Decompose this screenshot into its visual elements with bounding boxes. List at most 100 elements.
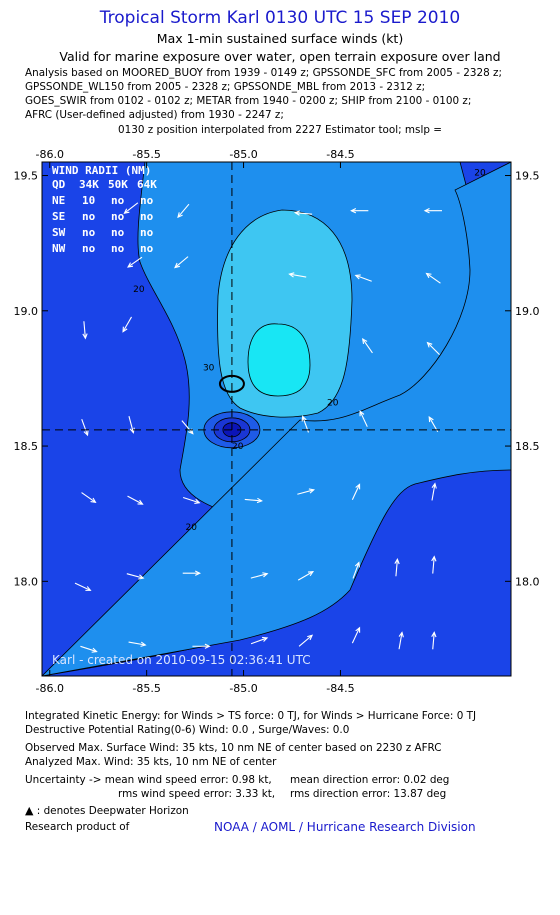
- wind-vector-arrow: [177, 203, 190, 219]
- contour-label: 20: [474, 169, 486, 179]
- x-tick-label-bottom: -85.0: [229, 682, 257, 695]
- valid-for-note: Valid for marine exposure over water, op…: [59, 49, 501, 64]
- wind-radii-ne-34k: 10: [82, 194, 95, 207]
- wind-vector-arrow: [288, 272, 307, 278]
- source-line-4: AFRC (User-defined adjusted) from 1930 -…: [25, 109, 284, 121]
- research-label: Research product of: [25, 821, 130, 833]
- wind-level-above-35-region: [247, 323, 311, 397]
- x-tick-label-top: -85.0: [229, 148, 257, 161]
- deepwater-legend-text: : denotes Deepwater Horizon: [36, 805, 189, 817]
- wind-radii-ne-50k: no: [111, 194, 125, 207]
- wind-level-20-30-core: [42, 162, 511, 676]
- wind-vector-arrow: [297, 571, 315, 581]
- wind-vector-arrow: [81, 418, 89, 437]
- wind-vector-arrow: [250, 636, 269, 645]
- x-tick-label-top: -85.5: [132, 148, 160, 161]
- wind-vector-arrow: [431, 555, 437, 574]
- wind-radii-sw-34k: no: [82, 226, 96, 239]
- wind-vector-arrow: [425, 272, 441, 284]
- wind-vector-arrow: [351, 483, 361, 500]
- wind-vector-arrow: [122, 316, 132, 333]
- deepwater-horizon-icon: ▲: [25, 804, 34, 817]
- y-tick-label-left: 19.5: [14, 170, 39, 183]
- wind-radii-se-64k: no: [140, 210, 154, 223]
- observed-max-line: Observed Max. Surface Wind: 35 kts, 10 n…: [25, 742, 442, 754]
- wind-radii-header-qd: QD: [52, 178, 66, 191]
- wind-vector-arrow: [298, 634, 314, 647]
- wind-vector-arrow: [174, 256, 189, 269]
- wind-vector-arrow: [182, 570, 201, 576]
- wind-vector-arrow: [426, 341, 440, 356]
- contour-label: 30: [203, 363, 215, 373]
- wind-vector-arrow: [297, 488, 316, 495]
- source-line-2: GPSSONDE_WL150 from 2005 - 2328 z; GPSSO…: [25, 81, 426, 93]
- contour-label: 20: [133, 285, 145, 295]
- chart-subtitle: Max 1-min sustained surface winds (kt): [156, 31, 404, 46]
- wind-vector-arrow: [352, 561, 360, 579]
- wind-radii-se-label: SE: [52, 210, 65, 223]
- wind-vector-arrow: [423, 208, 442, 214]
- source-line-1: Analysis based on MOORED_BUOY from 1939 …: [25, 67, 502, 79]
- wind-vector-arrow: [127, 256, 143, 268]
- wind-vector-arrow: [127, 495, 144, 505]
- wind-vector-arrow: [128, 641, 147, 647]
- wind-radii-header-64k: 64K: [137, 178, 157, 191]
- wind-radii-nw-64k: no: [140, 242, 154, 255]
- wind-radii-sw-label: SW: [52, 226, 66, 239]
- wind-radii-header-34k: 34K: [79, 178, 99, 191]
- wind-vector-arrow: [431, 631, 437, 650]
- wind-vector-arrow: [431, 482, 437, 501]
- wind-vector-arrow: [428, 415, 439, 433]
- uncertainty-mean-speed: Uncertainty -> mean wind speed error: 0.…: [25, 774, 272, 786]
- ike-line: Integrated Kinetic Energy: for Winds > T…: [25, 710, 477, 722]
- plot-frame: [41, 161, 512, 677]
- wind-vector-arrow: [182, 497, 201, 505]
- y-tick-label-left: 18.5: [14, 440, 39, 453]
- y-tick-label-right: 18.0: [515, 575, 540, 588]
- dpr-line: Destructive Potential Rating(0-6) Wind: …: [25, 724, 350, 736]
- axis-layer: -86.0 -86.0 -85.5 -85.5 -85.0 -85.0 -84.5 -84.5…: [14, 148, 540, 695]
- x-tick-label-bottom: -85.5: [132, 682, 160, 695]
- wind-vector-arrow: [192, 643, 211, 649]
- wind-radii-nw-34k: no: [82, 242, 96, 255]
- wind-vector-arrow: [126, 573, 145, 580]
- wind-radii-header-50k: 50K: [108, 178, 128, 191]
- x-tick-label-bottom: -84.5: [326, 682, 354, 695]
- wind-radii-nw-label: NW: [52, 242, 66, 255]
- wind-field-map: 20 20 30 20 20 20 WIND RADII (NM) QD 34K 50K …: [14, 148, 540, 695]
- wind-vector-arrow: [354, 274, 372, 282]
- chart-title: Tropical Storm Karl 0130 UTC 15 SEP 2010: [99, 8, 461, 28]
- x-tick-label-top: -86.0: [36, 148, 64, 161]
- wind-radii-ne-64k: no: [140, 194, 154, 207]
- wind-vector-arrow: [350, 208, 369, 214]
- uncertainty-rms-speed: rms wind speed error: 3.33 kt,: [118, 788, 276, 800]
- wind-vector-arrow: [398, 631, 404, 650]
- created-label: Karl - created on 2010-09-15 02:36:41 UT…: [52, 653, 311, 667]
- wind-radii-table: WIND RADII (NM) QD 34K 50K 64K NE 10 no …: [52, 164, 157, 255]
- credit-link[interactable]: NOAA / AOML / Hurricane Research Divisio…: [214, 820, 476, 834]
- wind-vector-arrow: [81, 492, 97, 504]
- contour-label-layer: 20 20 30 20 20 20: [133, 169, 486, 533]
- wind-vector-arrow: [359, 410, 368, 427]
- wind-vector-arrow: [250, 572, 269, 579]
- wind-vector-arrow: [244, 497, 263, 504]
- uncertainty-rms-direction: rms direction error: 13.87 deg: [290, 788, 447, 800]
- y-tick-label-left: 19.0: [14, 305, 39, 318]
- y-tick-label-right: 19.0: [515, 305, 540, 318]
- wind-radii-ne-label: NE: [52, 194, 65, 207]
- wind-radii-title: WIND RADII (NM): [52, 164, 151, 177]
- wind-vector-arrow: [361, 337, 373, 354]
- wind-vector-arrow: [80, 645, 98, 653]
- wind-vector-arrow: [181, 420, 194, 435]
- wind-vector-arrow: [123, 202, 139, 215]
- y-tick-label-right: 19.5: [515, 170, 540, 183]
- wind-vector-layer: [74, 202, 442, 653]
- contour-label: 20: [186, 523, 198, 533]
- x-tick-label-bottom: -86.0: [36, 682, 64, 695]
- wind-vector-arrow: [74, 582, 92, 591]
- wind-vector-arrow: [394, 558, 400, 577]
- contour-label: 20: [327, 398, 339, 408]
- analyzed-max-line: Analyzed Max. Wind: 35 kts, 10 nm NE of …: [25, 756, 277, 768]
- wind-radii-se-34k: no: [82, 210, 96, 223]
- wind-radii-se-50k: no: [111, 210, 125, 223]
